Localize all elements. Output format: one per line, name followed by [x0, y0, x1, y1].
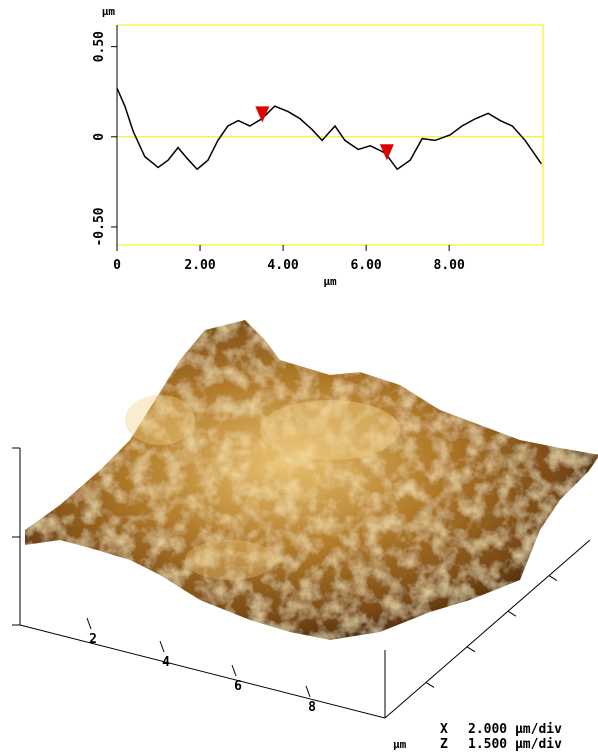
- scale-value: 1.500 μm/div: [468, 737, 562, 752]
- y-tick-label: -0.50: [92, 207, 107, 246]
- plot-frame: [116, 24, 544, 246]
- cursor-marker: [379, 144, 394, 161]
- scale-axis: Z: [440, 737, 448, 752]
- tick: [305, 685, 311, 698]
- x-tick-label: 2.00: [184, 258, 215, 273]
- highlight: [185, 540, 275, 580]
- axis-tick-label: 4: [162, 655, 170, 670]
- y-tick-label: 0: [92, 133, 107, 141]
- tick: [507, 610, 517, 617]
- tick: [548, 575, 558, 582]
- y-tick-label: 0.50: [92, 31, 107, 62]
- axis-tick-label: 2: [89, 632, 97, 647]
- tick: [466, 646, 476, 653]
- x-tick-label: 4.00: [267, 258, 298, 273]
- tick: [159, 640, 165, 653]
- highlight: [125, 395, 195, 445]
- scale-value: 2.000 μm/div: [468, 722, 562, 737]
- unit-label: μm: [393, 738, 407, 751]
- profile-line: [116, 87, 542, 171]
- x-tick-label: 8.00: [434, 258, 465, 273]
- y-axis: [384, 539, 591, 719]
- tick: [86, 617, 92, 630]
- x-tick-label: 6.00: [350, 258, 381, 273]
- tick: [231, 664, 237, 677]
- x-axis-label: μm: [323, 275, 337, 288]
- axis-tick-label: 6: [234, 679, 242, 694]
- scale-axis: X: [440, 722, 448, 737]
- cursor-marker: [255, 106, 270, 123]
- surface: [25, 320, 598, 640]
- highlight: [260, 400, 400, 460]
- surface-3d: μm X 2.000 μm/div Z 1.500 μm/div: [12, 320, 598, 752]
- tick: [425, 681, 435, 688]
- x-axis: [19, 624, 386, 719]
- y-axis-label: μm: [102, 5, 116, 18]
- axis-tick-label: 8: [308, 700, 316, 715]
- x-tick-label: 0: [113, 258, 121, 273]
